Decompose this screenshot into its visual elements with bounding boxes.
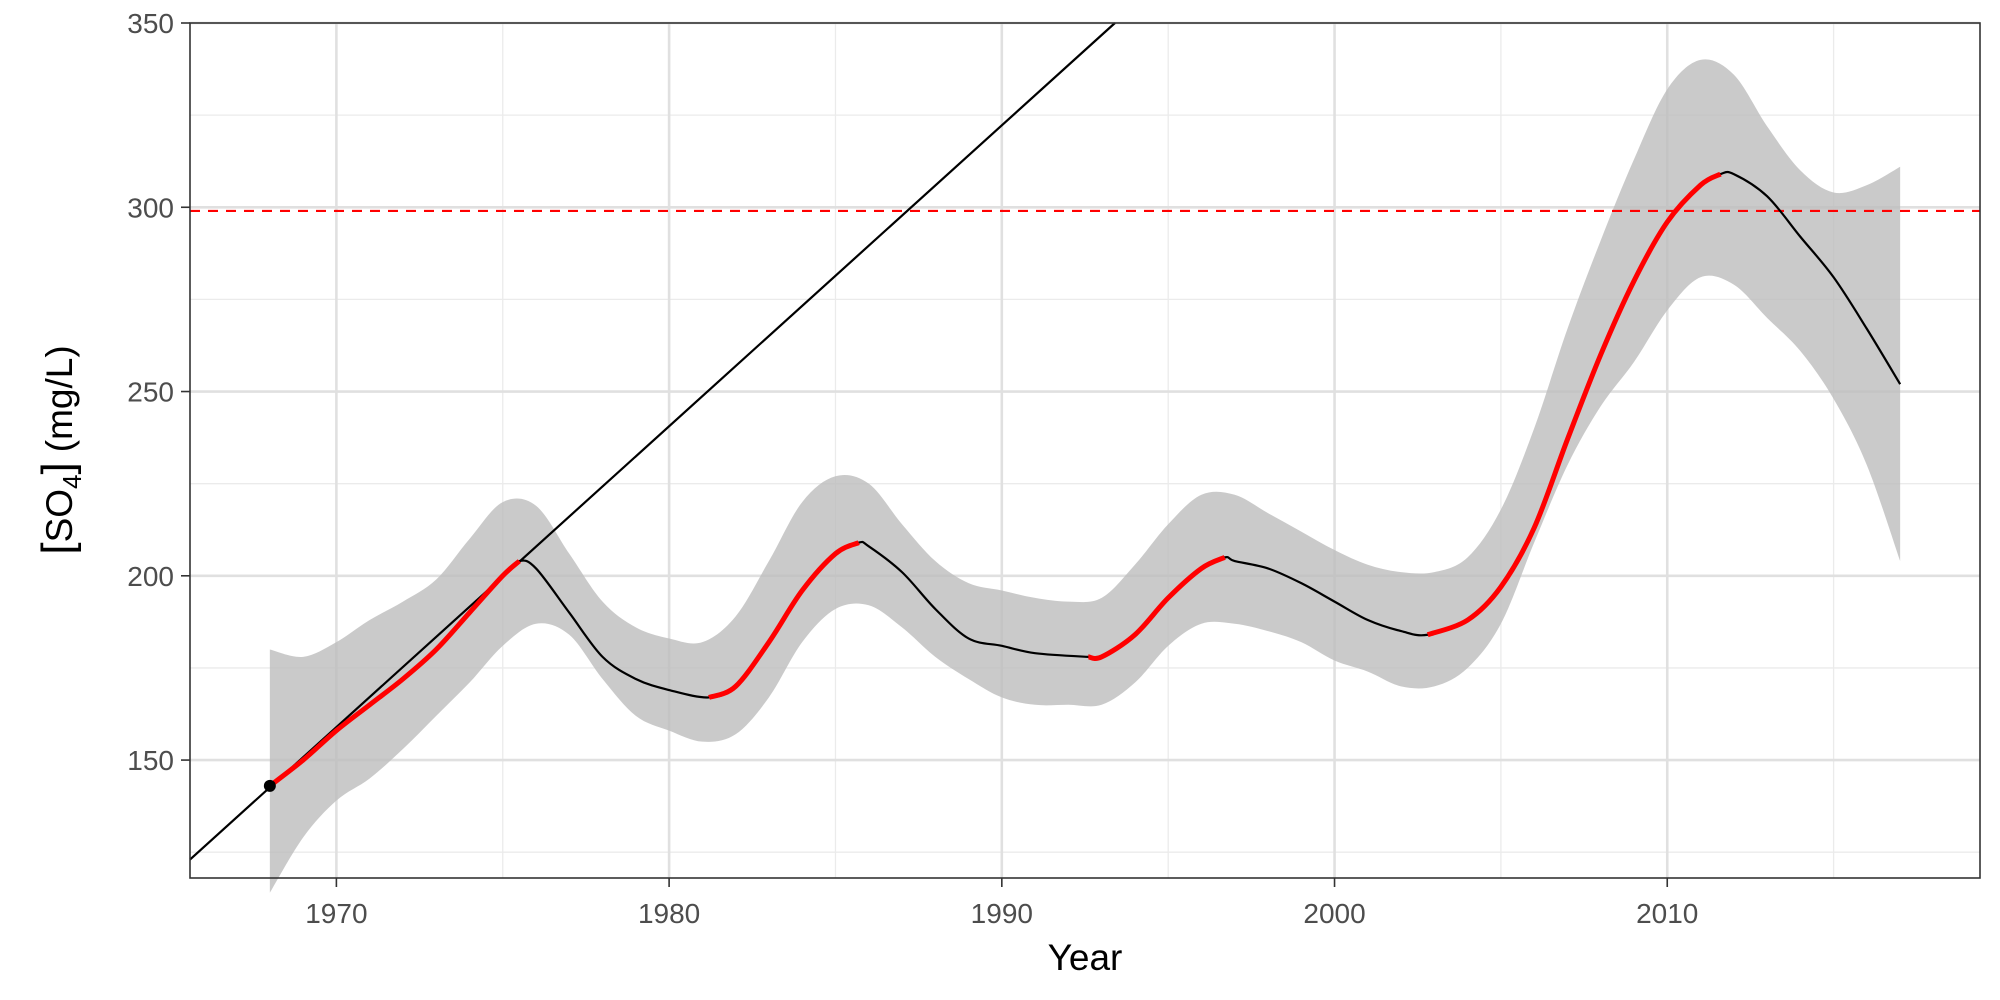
y-tick-label: 300 xyxy=(127,192,174,223)
y-axis-bracket-close: ] xyxy=(33,462,82,474)
highlight-layer xyxy=(268,171,1722,788)
x-axis-title: Year xyxy=(1048,937,1123,978)
marked-point xyxy=(263,779,276,792)
confidence-band-layer xyxy=(269,59,1901,893)
y-axis-subscript: 4 xyxy=(57,474,87,488)
highlight-segment xyxy=(708,540,860,700)
point-layer xyxy=(263,779,276,792)
tangent-line xyxy=(189,22,1116,861)
y-axis-ticks: 150 200 250 300 350 xyxy=(127,8,190,776)
y-tick-label: 250 xyxy=(127,377,174,408)
y-tick-label: 150 xyxy=(127,745,174,776)
y-axis-bracket-open: [ xyxy=(33,542,82,554)
y-axis-title: [SO4] (mg/L) xyxy=(33,345,87,554)
x-tick-label: 2010 xyxy=(1636,898,1698,929)
plot-panel-border xyxy=(189,22,1981,879)
highlight-segment xyxy=(268,559,522,788)
x-axis-ticks: 1970 1980 1990 2000 2010 xyxy=(305,878,1698,929)
x-tick-label: 2000 xyxy=(1303,898,1365,929)
y-tick-label: 200 xyxy=(127,561,174,592)
confidence-band xyxy=(269,59,1901,893)
highlight-segment xyxy=(1087,555,1226,661)
tangent-layer xyxy=(189,22,1116,861)
x-tick-label: 1990 xyxy=(971,898,1033,929)
y-axis-unit: (mg/L) xyxy=(39,345,80,452)
highlight-segment xyxy=(1426,171,1722,638)
y-axis-title-text: [SO4] (mg/L) xyxy=(33,345,87,554)
x-tick-label: 1970 xyxy=(305,898,367,929)
y-axis-chem: SO xyxy=(39,489,80,542)
y-tick-label: 350 xyxy=(127,8,174,39)
x-tick-label: 1980 xyxy=(638,898,700,929)
